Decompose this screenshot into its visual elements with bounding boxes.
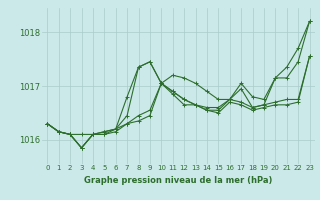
X-axis label: Graphe pression niveau de la mer (hPa): Graphe pression niveau de la mer (hPa) [84,176,273,185]
